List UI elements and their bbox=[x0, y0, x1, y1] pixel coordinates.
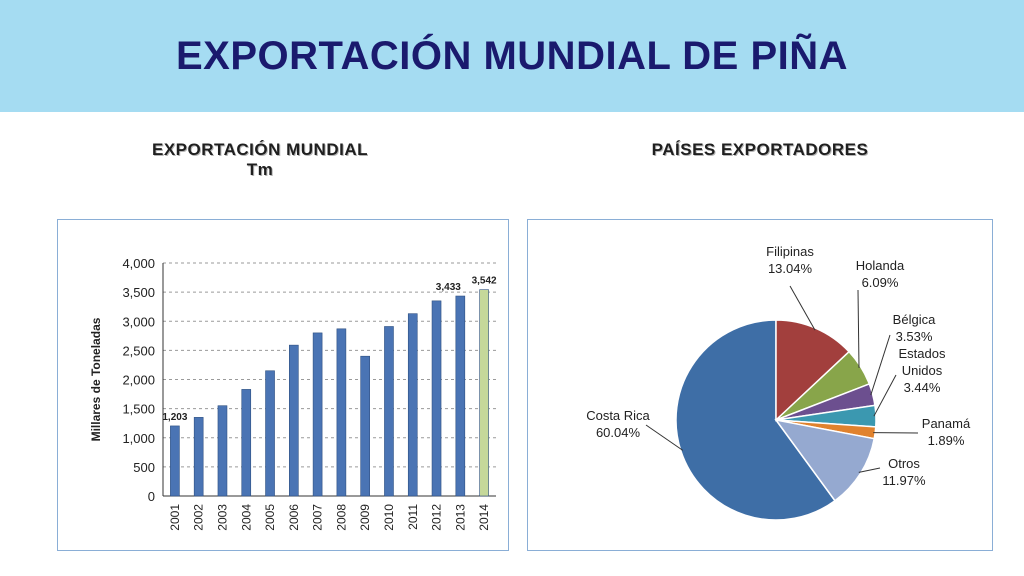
data-label: 3,542 bbox=[472, 276, 497, 287]
pie-slice bbox=[775, 319, 851, 422]
slice-percent-label: 3.53% bbox=[896, 329, 933, 344]
bar bbox=[289, 344, 299, 497]
pie-chart-heading: PAÍSES EXPORTADORES bbox=[651, 140, 869, 159]
y-tick-label: 3,000 bbox=[122, 314, 155, 329]
slice-percent-label: 6.09% bbox=[862, 275, 899, 290]
slice-percent-label: 11.97% bbox=[882, 473, 926, 488]
slice-name-label: Holanda bbox=[856, 258, 905, 273]
title-banner: EXPORTACIÓN MUNDIAL DE PIÑA bbox=[0, 0, 1024, 112]
x-tick-label: 2006 bbox=[287, 504, 301, 531]
x-tick-label: 2013 bbox=[453, 504, 467, 531]
x-tick-label: 2005 bbox=[263, 504, 277, 531]
x-tick-label: 2004 bbox=[239, 504, 253, 531]
slice-name-label: Bélgica bbox=[893, 312, 936, 327]
pie-chart-panel: Costa Rica 60.04% Filipinas 13.04% Holanda 6.… bbox=[527, 219, 993, 551]
slice-name-label: Filipinas bbox=[766, 244, 814, 259]
bar bbox=[217, 405, 228, 497]
bar bbox=[170, 425, 180, 497]
y-tick-label: 4,000 bbox=[122, 256, 155, 271]
slice-percent-label: 60.04% bbox=[596, 425, 641, 440]
bar bbox=[407, 313, 418, 497]
y-tick-label: 500 bbox=[133, 460, 155, 475]
bar bbox=[455, 295, 466, 497]
x-tick-label: 2007 bbox=[311, 504, 325, 531]
y-tick-label: 3,500 bbox=[122, 285, 155, 300]
leader-line bbox=[858, 467, 881, 473]
slice-percent-label: 13.04% bbox=[768, 261, 813, 276]
x-tick-label: 2014 bbox=[477, 504, 491, 531]
slice-name-label: Estados bbox=[899, 346, 946, 361]
y-tick-label: 1,500 bbox=[122, 402, 155, 417]
bar bbox=[265, 370, 275, 497]
bar-chart-heading: EXPORTACIÓN MUNDIAL Tm bbox=[110, 140, 410, 180]
x-tick-label: 2001 bbox=[168, 504, 182, 531]
pie-chart: Costa Rica 60.04% Filipinas 13.04% Holanda 6.… bbox=[586, 244, 971, 521]
data-label: 3,433 bbox=[436, 282, 461, 293]
bar bbox=[360, 355, 370, 497]
bar bbox=[193, 417, 204, 497]
bar bbox=[479, 289, 489, 497]
slice-percent-label: 1.89% bbox=[928, 433, 965, 448]
bar-chart: 0 500 1,000 1,500 2,000 2,500 3,000 3,500 4,000 1… bbox=[89, 256, 497, 531]
x-tick-label: 2008 bbox=[334, 504, 348, 531]
leader-line bbox=[789, 285, 816, 331]
bar-chart-panel: 0 500 1,000 1,500 2,000 2,500 3,000 3,500 4,000 1… bbox=[57, 219, 509, 551]
bar bbox=[384, 326, 394, 497]
slice-name-label: Otros bbox=[888, 456, 920, 471]
x-tick-label: 2002 bbox=[192, 504, 206, 531]
slice-name-label: Panamá bbox=[922, 416, 971, 431]
x-tick-label: 2010 bbox=[382, 504, 396, 531]
y-tick-label: 2,500 bbox=[122, 343, 155, 358]
data-label: 1,203 bbox=[162, 412, 187, 423]
y-tick-label: 0 bbox=[148, 489, 155, 504]
bar bbox=[431, 300, 442, 497]
slice-percent-label: 3.44% bbox=[904, 380, 941, 395]
y-tick-label: 1,000 bbox=[122, 431, 155, 446]
bar-chart-heading-line1: EXPORTACIÓN MUNDIAL bbox=[151, 140, 368, 159]
pie-slice bbox=[774, 418, 876, 502]
leader-line bbox=[870, 334, 891, 396]
bar bbox=[241, 389, 252, 497]
x-tick-label: 2003 bbox=[215, 504, 229, 531]
y-tick-label: 2,000 bbox=[122, 373, 155, 388]
pie-slice bbox=[675, 319, 837, 521]
x-tick-label: 2009 bbox=[358, 504, 372, 531]
slice-name-label: Unidos bbox=[902, 363, 943, 378]
leader-line bbox=[645, 424, 684, 451]
page-title: EXPORTACIÓN MUNDIAL DE PIÑA bbox=[175, 33, 849, 78]
bar bbox=[312, 332, 323, 497]
leader-line bbox=[873, 374, 897, 417]
x-tick-label: 2011 bbox=[406, 504, 420, 530]
bar bbox=[336, 328, 347, 497]
slice-name-label: Costa Rica bbox=[586, 408, 650, 423]
leader-line bbox=[857, 289, 860, 368]
x-tick-label: 2012 bbox=[430, 504, 444, 531]
y-axis-label: Millares de Toneladas bbox=[89, 317, 103, 441]
bar-chart-heading-line2: Tm bbox=[246, 160, 274, 179]
